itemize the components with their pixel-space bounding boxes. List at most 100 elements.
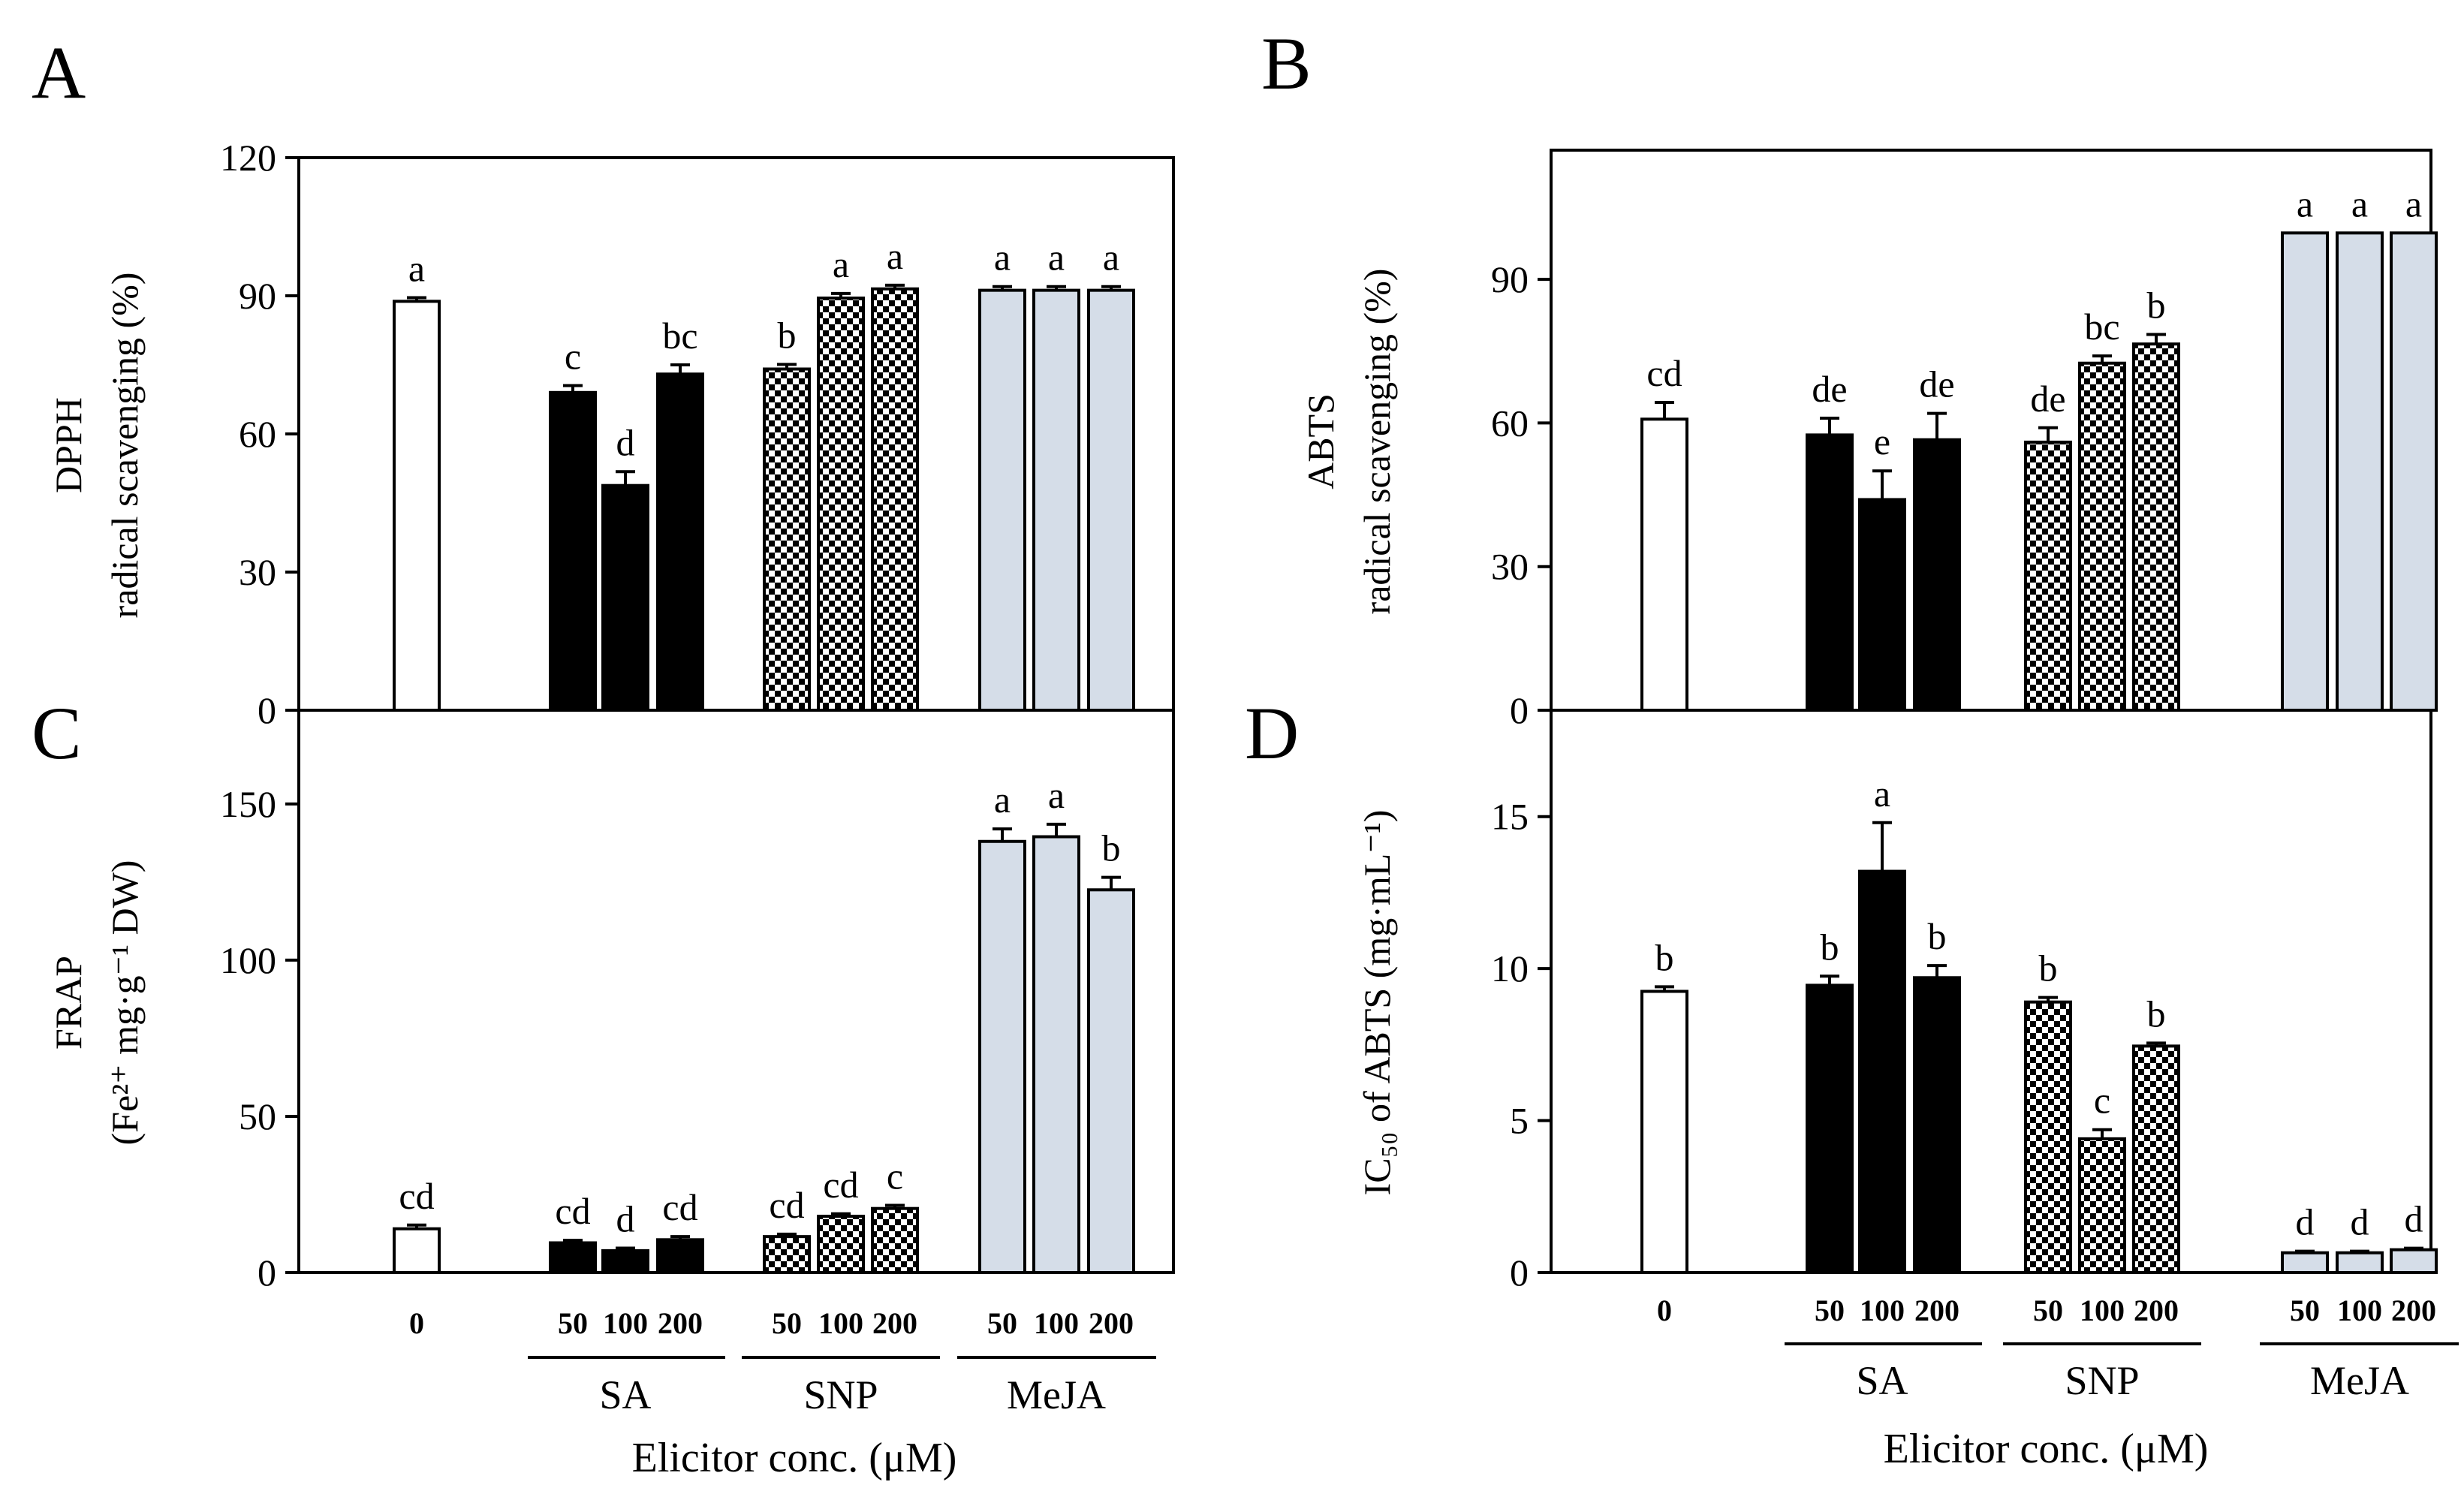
y-tick-label-d-0: 0 bbox=[1510, 1252, 1529, 1294]
bar-b-meja-200 bbox=[2390, 231, 2438, 712]
y-tick-label-c-50: 50 bbox=[239, 1095, 276, 1137]
group-label-right-meja: MeJA bbox=[2310, 1358, 2409, 1403]
y-tick-label-c-0: 0 bbox=[258, 1252, 276, 1294]
bar-b-snp-100 bbox=[2078, 361, 2126, 712]
y-tick-label-a-60: 60 bbox=[239, 413, 276, 455]
bar-c-sa-100 bbox=[601, 1248, 649, 1274]
y-tick-label-b-0: 0 bbox=[1510, 689, 1529, 731]
y-tick-label-d-15: 15 bbox=[1491, 796, 1529, 838]
bar-b-meja-100 bbox=[2336, 231, 2384, 712]
x-category-label-right-meja-50: 50 bbox=[2290, 1294, 2320, 1327]
y-tick-label-b-30: 30 bbox=[1491, 546, 1529, 588]
bar-a-snp-100 bbox=[817, 297, 865, 712]
significance-label-b-snp-50: de bbox=[2030, 378, 2065, 420]
y-tick-label-c-100: 100 bbox=[220, 939, 276, 981]
y-axis-label-d: IC₅₀ of ABTS (mg·mL⁻¹) bbox=[1356, 810, 1398, 1196]
significance-label-d-meja-50: d bbox=[2296, 1201, 2315, 1243]
significance-label-a-meja-200: a bbox=[1103, 236, 1119, 279]
bar-c-meja-200 bbox=[1087, 888, 1135, 1275]
significance-label-b-snp-200: b bbox=[2147, 284, 2166, 326]
x-axis-title-right: Elicitor conc. (μM) bbox=[1884, 1426, 2209, 1472]
significance-label-a-sa-50: c bbox=[565, 336, 581, 378]
bar-a-meja-200 bbox=[1087, 288, 1135, 712]
bar-c-0 bbox=[393, 1227, 441, 1274]
bar-c-meja-50 bbox=[978, 839, 1026, 1275]
bar-a-snp-200 bbox=[871, 287, 919, 712]
bar-d-snp-200 bbox=[2132, 1044, 2180, 1275]
significance-label-b-0: cd bbox=[1646, 352, 1682, 394]
bar-a-0 bbox=[393, 300, 441, 712]
bar-d-meja-50 bbox=[2281, 1251, 2329, 1275]
bar-b-meja-50 bbox=[2281, 231, 2329, 712]
x-category-label-left-control: 0 bbox=[409, 1306, 424, 1340]
y-tick-label-c-150: 150 bbox=[220, 783, 276, 825]
plot-frame-d bbox=[1550, 709, 2432, 1274]
significance-label-a-0: a bbox=[408, 247, 425, 289]
significance-label-a-snp-100: a bbox=[833, 243, 849, 285]
bar-c-sa-200 bbox=[656, 1238, 704, 1275]
significance-label-d-snp-50: b bbox=[2039, 947, 2058, 989]
y-tick-label-a-120: 120 bbox=[220, 137, 276, 179]
x-category-label-left-snp-50: 50 bbox=[772, 1306, 802, 1340]
x-category-label-right-sa-50: 50 bbox=[1815, 1294, 1845, 1327]
significance-label-d-meja-200: d bbox=[2405, 1198, 2423, 1240]
x-category-label-right-snp-50: 50 bbox=[2033, 1294, 2063, 1327]
bar-c-snp-100 bbox=[817, 1215, 865, 1274]
bar-d-meja-100 bbox=[2336, 1251, 2384, 1275]
x-category-label-left-sa-100: 100 bbox=[603, 1306, 648, 1340]
x-category-label-right-meja-200: 200 bbox=[2391, 1294, 2436, 1327]
significance-label-b-snp-100: bc bbox=[2084, 306, 2119, 348]
panel-letter-a: A bbox=[32, 31, 86, 114]
x-category-label-left-meja-200: 200 bbox=[1089, 1306, 1134, 1340]
bar-c-snp-200 bbox=[871, 1206, 919, 1275]
y-tick-label-d-5: 5 bbox=[1510, 1100, 1529, 1142]
y-tick-label-a-30: 30 bbox=[239, 551, 276, 593]
bar-d-sa-100 bbox=[1858, 869, 1906, 1274]
group-label-left-snp: SNP bbox=[803, 1372, 878, 1417]
plot-frame-c bbox=[297, 709, 1175, 1274]
significance-label-c-sa-50: cd bbox=[555, 1190, 590, 1232]
group-label-right-sa: SA bbox=[1856, 1358, 1908, 1403]
x-category-label-left-snp-200: 200 bbox=[872, 1306, 917, 1340]
significance-label-d-meja-100: d bbox=[2351, 1201, 2369, 1243]
significance-label-b-meja-50: a bbox=[2297, 182, 2313, 224]
y-axis-label-c-line1: FRAP bbox=[47, 956, 89, 1050]
significance-label-b-sa-200: de bbox=[1919, 363, 1954, 405]
y-axis-label-a-line1: DPPH bbox=[47, 397, 89, 493]
significance-label-c-snp-50: cd bbox=[769, 1184, 804, 1226]
bar-a-meja-100 bbox=[1032, 288, 1080, 712]
significance-label-b-meja-200: a bbox=[2405, 182, 2422, 224]
bar-c-sa-50 bbox=[549, 1241, 597, 1275]
x-category-label-left-sa-200: 200 bbox=[658, 1306, 703, 1340]
significance-label-a-snp-50: b bbox=[778, 314, 797, 356]
significance-label-b-sa-50: de bbox=[1812, 368, 1847, 410]
bar-b-sa-200 bbox=[1913, 438, 1961, 712]
y-axis-label-b-line2: radical scavenging (%) bbox=[1356, 269, 1398, 615]
significance-label-a-sa-200: bc bbox=[662, 315, 697, 357]
y-axis-label-a-line2: radical scavenging (%) bbox=[104, 273, 146, 619]
significance-label-d-snp-200: b bbox=[2147, 992, 2166, 1035]
significance-label-c-0: cd bbox=[399, 1175, 434, 1217]
group-label-right-snp: SNP bbox=[2065, 1358, 2139, 1403]
significance-label-b-meja-100: a bbox=[2351, 182, 2368, 224]
bar-a-meja-50 bbox=[978, 288, 1026, 712]
group-label-left-meja: MeJA bbox=[1007, 1372, 1106, 1417]
significance-label-c-meja-200: b bbox=[1102, 827, 1121, 869]
bar-b-0 bbox=[1640, 417, 1688, 712]
significance-label-d-sa-200: b bbox=[1928, 915, 1947, 957]
y-tick-label-a-0: 0 bbox=[258, 689, 276, 731]
significance-label-c-meja-100: a bbox=[1048, 774, 1065, 816]
y-tick-label-a-90: 90 bbox=[239, 275, 276, 317]
x-category-label-left-meja-50: 50 bbox=[987, 1306, 1017, 1340]
bar-b-sa-50 bbox=[1806, 433, 1854, 712]
x-category-label-right-sa-200: 200 bbox=[1914, 1294, 1959, 1327]
x-category-label-right-meja-100: 100 bbox=[2337, 1294, 2382, 1327]
x-category-label-right-snp-100: 100 bbox=[2080, 1294, 2125, 1327]
panel-A: A 0 30 60 90 120 DPPH radical scavenging (%) a c d… bbox=[32, 31, 1175, 731]
bar-d-0 bbox=[1640, 989, 1688, 1274]
bar-c-snp-50 bbox=[763, 1235, 811, 1274]
